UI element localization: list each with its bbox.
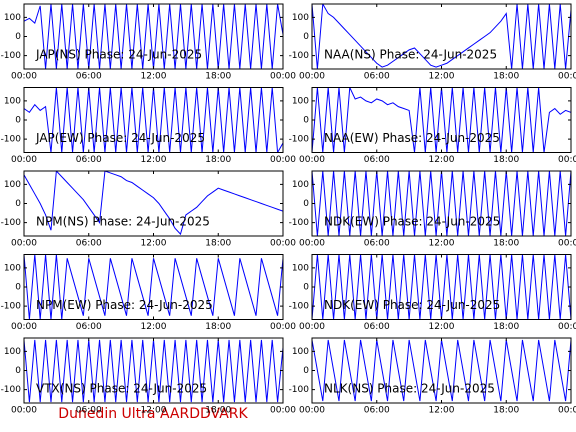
- y-tick-label: 0: [15, 199, 21, 209]
- x-tick-label: 12:00: [429, 239, 455, 249]
- y-tick-label: -100: [289, 385, 310, 395]
- x-tick-label: 00:00: [299, 72, 325, 82]
- x-tick-label: 00:00: [270, 406, 296, 416]
- x-tick-label: 06:00: [364, 239, 390, 249]
- panel-title: NAA(NS) Phase: 24-Jun-2025: [324, 48, 497, 62]
- x-tick-label: 18:00: [493, 239, 519, 249]
- x-tick-label: 06:00: [76, 72, 102, 82]
- y-tick-label: 0: [303, 283, 309, 293]
- y-tick-label: -100: [1, 218, 22, 228]
- x-tick-label: 18:00: [205, 155, 231, 165]
- x-tick-label: 18:00: [205, 239, 231, 249]
- panel-title: NDK(EW) Phase: 24-Jun-2025: [324, 298, 500, 312]
- x-tick-label: 12:00: [429, 406, 455, 416]
- y-tick-label: -100: [1, 135, 22, 145]
- y-tick-label: 0: [15, 116, 21, 126]
- x-tick-label: 00:00: [270, 239, 296, 249]
- x-tick-label: 00:00: [299, 155, 325, 165]
- x-tick-label: 18:00: [493, 72, 519, 82]
- y-tick-label: -100: [289, 51, 310, 61]
- x-tick-label: 06:00: [76, 155, 102, 165]
- x-tick-label: 00:00: [11, 155, 37, 165]
- panel-title: JAP(EW) Phase: 24-Jun-2025: [35, 131, 205, 145]
- panel-title: VTX(NS) Phase: 24-Jun-2025: [36, 382, 207, 396]
- y-tick-label: 100: [4, 263, 21, 273]
- x-tick-label: 06:00: [76, 406, 102, 416]
- x-tick-label: 00:00: [11, 322, 37, 332]
- x-tick-label: 18:00: [493, 322, 519, 332]
- y-tick-label: -100: [289, 218, 310, 228]
- x-tick-label: 12:00: [141, 322, 167, 332]
- phase-line: [24, 171, 283, 236]
- x-tick-label: 18:00: [205, 72, 231, 82]
- y-tick-label: 0: [15, 283, 21, 293]
- y-tick-label: 0: [303, 366, 309, 376]
- x-tick-label: 00:00: [299, 322, 325, 332]
- panel-title: NDK(EW) Phase: 24-Jun-2025: [324, 215, 500, 229]
- phase-line: [312, 87, 571, 153]
- x-tick-label: 00:00: [11, 72, 37, 82]
- x-tick-label: 00:00: [558, 406, 576, 416]
- phase-line: [24, 254, 283, 320]
- x-tick-label: 18:00: [205, 322, 231, 332]
- footer: Dunedin Ultra AARDDVARK: [58, 406, 248, 422]
- y-tick-label: 0: [303, 32, 309, 42]
- x-tick-label: 06:00: [364, 155, 390, 165]
- y-tick-label: 0: [15, 366, 21, 376]
- y-tick-label: 0: [303, 116, 309, 126]
- x-tick-label: 00:00: [270, 155, 296, 165]
- y-tick-label: 100: [292, 263, 309, 273]
- x-tick-label: 12:00: [429, 322, 455, 332]
- x-tick-label: 06:00: [364, 322, 390, 332]
- x-tick-label: 00:00: [299, 406, 325, 416]
- x-tick-label: 18:00: [493, 155, 519, 165]
- x-tick-label: 06:00: [76, 239, 102, 249]
- x-tick-label: 00:00: [558, 322, 576, 332]
- x-tick-label: 00:00: [299, 239, 325, 249]
- x-tick-label: 00:00: [270, 322, 296, 332]
- x-tick-label: 00:00: [558, 155, 576, 165]
- y-tick-label: 100: [4, 180, 21, 190]
- y-tick-label: -100: [1, 302, 22, 312]
- y-tick-label: -100: [1, 385, 22, 395]
- phase-line: [312, 4, 571, 69]
- x-tick-label: 12:00: [141, 239, 167, 249]
- x-tick-label: 12:00: [141, 406, 167, 416]
- x-tick-label: 12:00: [141, 155, 167, 165]
- panel-title: JAP(NS) Phase: 24-Jun-2025: [35, 48, 202, 62]
- x-tick-label: 00:00: [558, 72, 576, 82]
- panel-title: NAA(EW) Phase: 24-Jun-2025: [324, 131, 500, 145]
- y-tick-label: -100: [1, 51, 22, 61]
- y-tick-label: 0: [303, 199, 309, 209]
- y-tick-label: 100: [4, 347, 21, 357]
- x-tick-label: 00:00: [11, 239, 37, 249]
- x-tick-label: 06:00: [364, 72, 390, 82]
- x-tick-label: 06:00: [76, 322, 102, 332]
- y-tick-label: 100: [292, 347, 309, 357]
- y-tick-label: 100: [292, 180, 309, 190]
- x-tick-label: 12:00: [429, 72, 455, 82]
- y-tick-label: 100: [292, 96, 309, 106]
- x-tick-label: 00:00: [11, 406, 37, 416]
- x-tick-label: 12:00: [141, 72, 167, 82]
- y-tick-label: 100: [4, 13, 21, 23]
- panel-title: NPM(EW) Phase: 24-Jun-2025: [36, 298, 213, 312]
- panel-title: NPM(NS) Phase: 24-Jun-2025: [36, 215, 210, 229]
- x-tick-label: 18:00: [205, 406, 231, 416]
- x-tick-label: 06:00: [364, 406, 390, 416]
- y-tick-label: -100: [289, 302, 310, 312]
- y-tick-label: 0: [15, 32, 21, 42]
- y-tick-label: 100: [4, 96, 21, 106]
- x-tick-label: 00:00: [270, 72, 296, 82]
- x-tick-label: 12:00: [429, 155, 455, 165]
- panel-title: NLK(NS) Phase: 24-Jun-2025: [324, 382, 495, 396]
- y-tick-label: -100: [289, 135, 310, 145]
- x-tick-label: 18:00: [493, 406, 519, 416]
- y-tick-label: 100: [292, 13, 309, 23]
- x-tick-label: 00:00: [558, 239, 576, 249]
